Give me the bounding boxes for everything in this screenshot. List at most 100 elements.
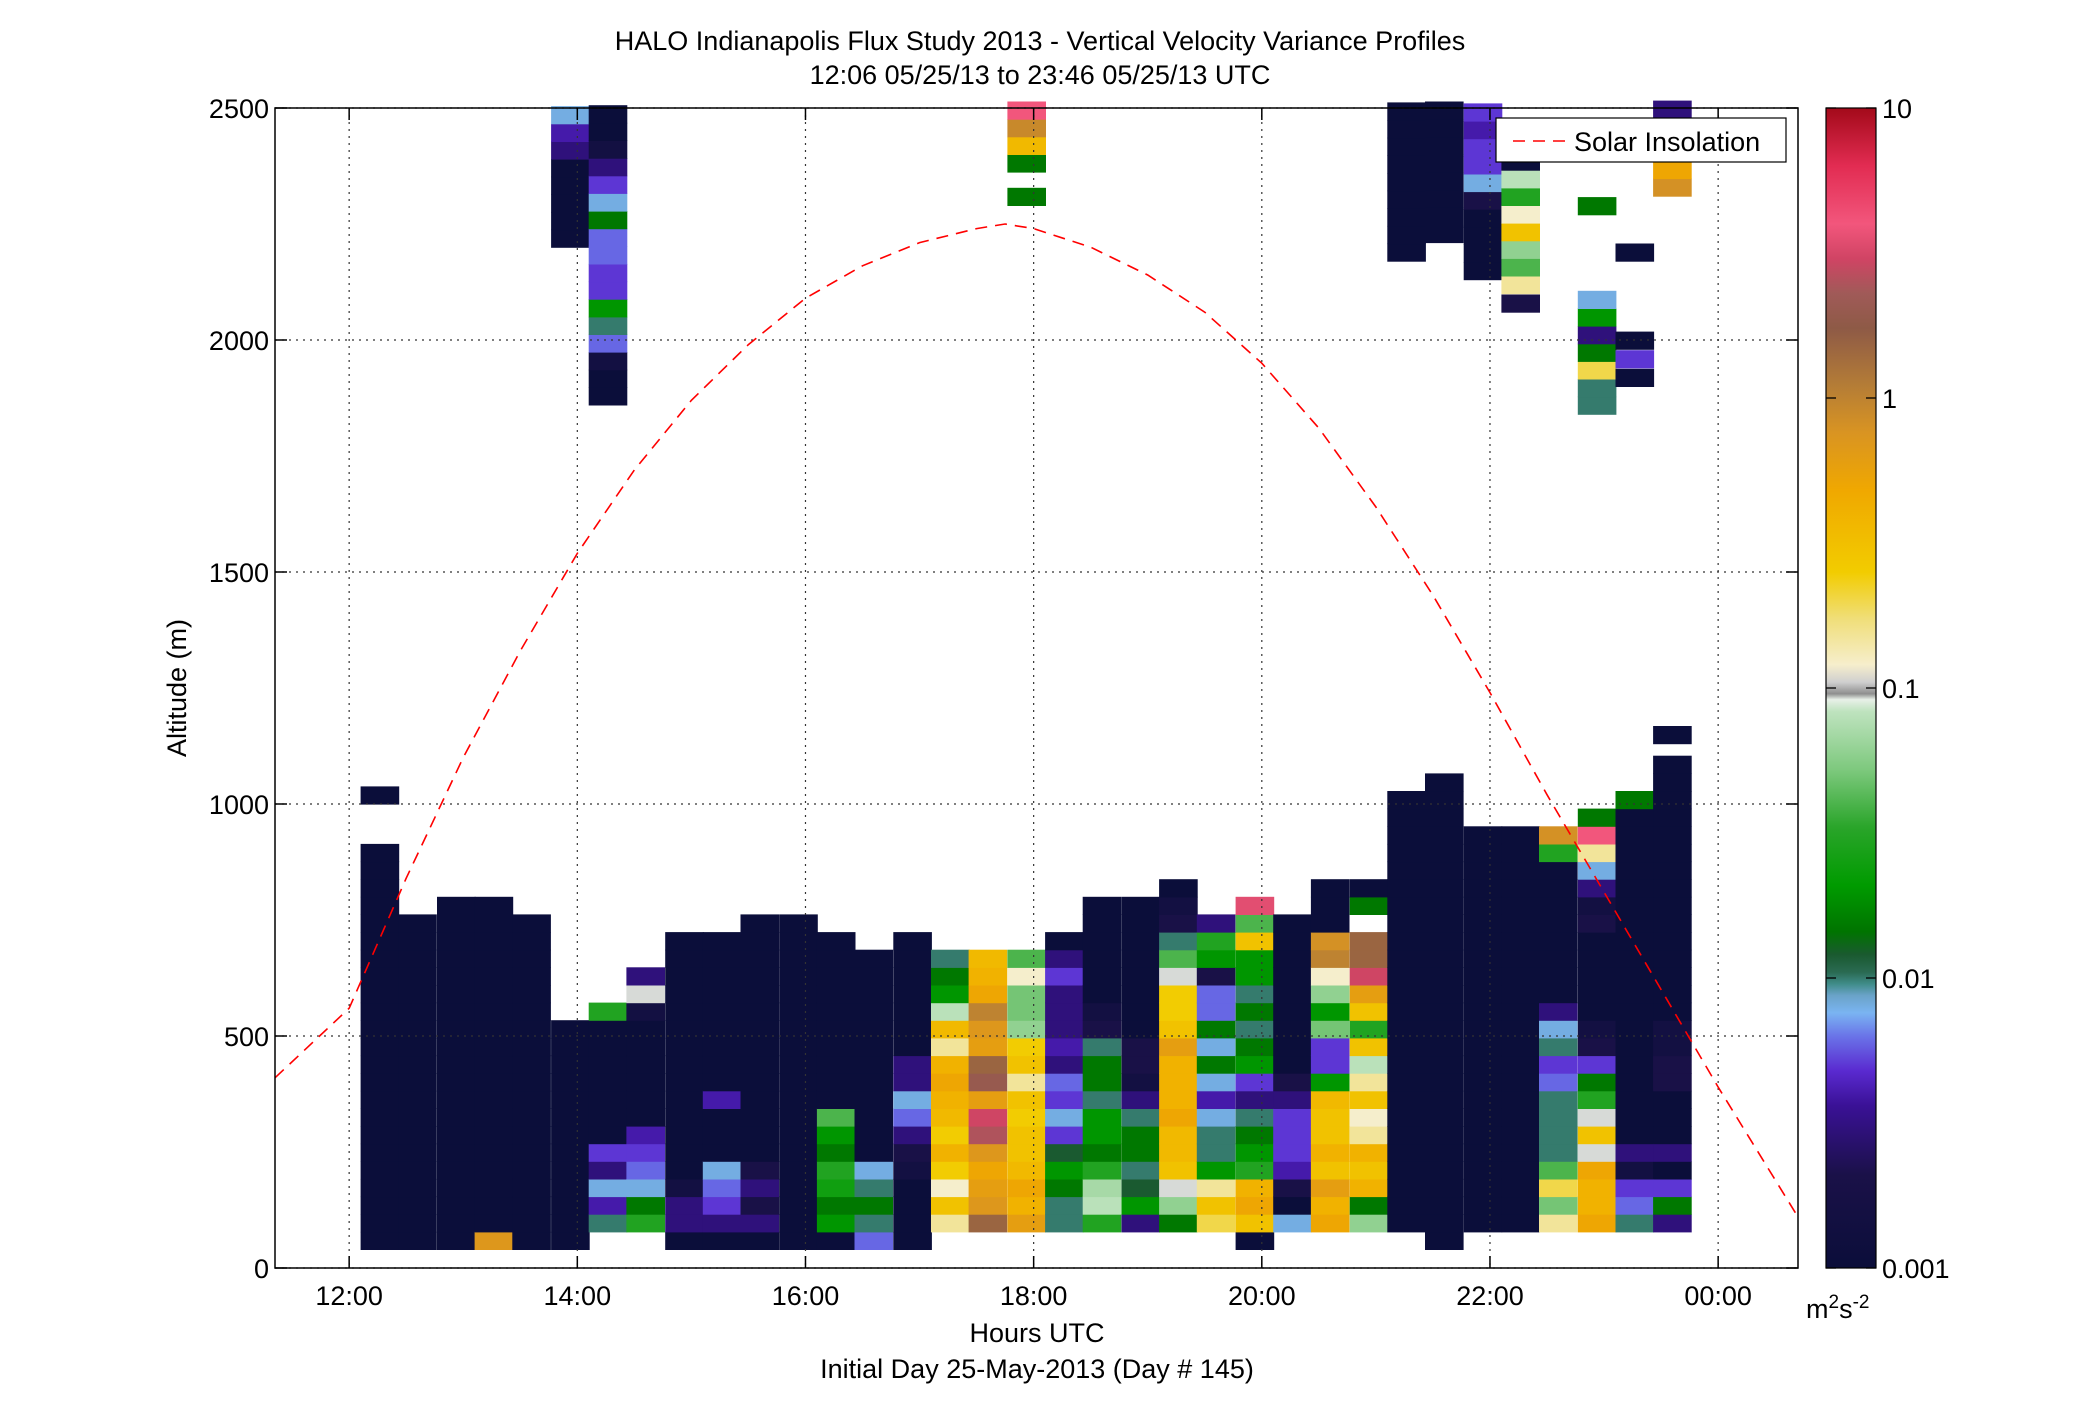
heatmap-cell	[1273, 1037, 1312, 1057]
heatmap-cell	[893, 932, 932, 951]
heatmap-cell	[1387, 120, 1426, 139]
heatmap-cell	[931, 1037, 970, 1057]
heatmap-cell	[1045, 1055, 1084, 1074]
heatmap-cell	[551, 159, 590, 178]
heatmap-cell	[1501, 949, 1540, 968]
heatmap-cell	[1196, 967, 1236, 986]
heatmap-cell	[360, 1090, 400, 1109]
heatmap-cell	[437, 1196, 476, 1215]
heatmap-cell	[1615, 350, 1655, 369]
heatmap-cell	[1577, 843, 1617, 863]
heatmap-cell	[1159, 1002, 1198, 1021]
heatmap-cell	[1577, 826, 1617, 845]
heatmap-cell	[1121, 914, 1161, 933]
heatmap-cell	[1539, 1055, 1578, 1074]
heatmap-cell	[1501, 879, 1540, 898]
heatmap-cell	[1425, 1037, 1464, 1057]
heatmap-cell	[1463, 826, 1503, 845]
heatmap-cell	[437, 1108, 476, 1127]
heatmap-cell	[1577, 1020, 1617, 1039]
heatmap-cell	[1159, 1055, 1198, 1074]
heatmap-cell	[740, 914, 780, 933]
heatmap-cell	[1425, 1231, 1464, 1250]
heatmap-cell	[968, 1214, 1008, 1233]
heatmap-cell	[588, 263, 628, 283]
heatmap-cell	[551, 1073, 590, 1092]
heatmap-cell	[1310, 1178, 1350, 1198]
heatmap-cell	[360, 1161, 400, 1180]
heatmap-cell	[398, 1073, 437, 1092]
heatmap-cell	[854, 1161, 894, 1180]
heatmap-cell	[437, 1002, 476, 1021]
x-axis-ticks: 12:00 14:00 16:00 18:00 20:00 22:00 00:00	[315, 108, 1752, 1311]
heatmap-cell	[779, 1161, 818, 1180]
heatmap-cell	[702, 932, 742, 951]
heatmap-cell	[398, 1002, 437, 1021]
heatmap-cell	[1653, 1108, 1692, 1127]
heatmap-cell	[702, 1090, 742, 1109]
heatmap-cell	[1159, 1178, 1198, 1198]
heatmap-cell	[437, 1020, 476, 1039]
heatmap-cell	[360, 843, 400, 863]
heatmap-cell	[779, 1126, 818, 1145]
heatmap-cell	[740, 1002, 780, 1021]
heatmap-cell	[1196, 1073, 1236, 1092]
heatmap-cell	[931, 967, 970, 986]
heatmap-cell	[1082, 1090, 1122, 1109]
heatmap-cell	[1121, 1108, 1161, 1127]
heatmap-cell	[1463, 244, 1503, 263]
heatmap-cell	[1501, 187, 1540, 206]
heatmap-cell	[1653, 914, 1692, 933]
heatmap-cell	[1082, 949, 1122, 968]
heatmap-cell	[1425, 207, 1464, 226]
heatmap-cell	[1121, 967, 1161, 986]
heatmap-cell	[1501, 1020, 1540, 1039]
heatmap-cell	[551, 106, 590, 125]
heatmap-cell	[1159, 967, 1198, 986]
heatmap-cell	[1539, 861, 1578, 880]
heatmap-cell	[1577, 308, 1617, 327]
heatmap-cell	[816, 1214, 856, 1233]
heatmap-cell	[1007, 1108, 1046, 1127]
heatmap-cell	[1273, 914, 1312, 933]
colorbar-tick-label: 0.1	[1882, 674, 1920, 704]
heatmap-cell	[1159, 1126, 1198, 1145]
heatmap-cell	[968, 949, 1008, 968]
heatmap-cell	[1273, 1126, 1312, 1145]
heatmap-cell	[512, 1214, 551, 1233]
heatmap-cell	[1653, 178, 1692, 197]
heatmap-cell	[968, 1020, 1008, 1039]
heatmap-cell	[968, 985, 1008, 1004]
heatmap-cell	[779, 1143, 818, 1162]
heatmap-cell	[1045, 1143, 1084, 1162]
heatmap-cell	[1653, 1020, 1692, 1039]
heatmap-cell	[1387, 808, 1426, 827]
heatmap-cell	[1615, 368, 1655, 387]
heatmap-cell	[665, 1196, 704, 1215]
heatmap-cell	[1577, 1161, 1617, 1180]
heatmap-cell	[1310, 1108, 1350, 1127]
heatmap-cell	[474, 914, 514, 933]
heatmap-cell	[1235, 914, 1275, 933]
heatmap-cell	[1501, 170, 1540, 189]
heatmap-cell	[1425, 1143, 1464, 1162]
heatmap-cell	[1501, 1108, 1540, 1127]
heatmap-cell	[1273, 1196, 1312, 1215]
heatmap-cell	[1577, 326, 1617, 345]
heatmap-cell	[1615, 932, 1655, 951]
heatmap-cell	[1653, 843, 1692, 863]
heatmap-cell	[1045, 1178, 1084, 1198]
heatmap-cell	[1463, 121, 1503, 140]
heatmap-cell	[1501, 861, 1540, 880]
heatmap-cell	[1273, 1002, 1312, 1021]
heatmap-cell	[1387, 896, 1426, 915]
heatmap-cell	[588, 1055, 628, 1074]
heatmap-cell	[1539, 1020, 1578, 1039]
heatmap-cell	[1577, 1143, 1617, 1162]
heatmap-cell	[665, 1143, 704, 1162]
heatmap-cell	[1501, 1037, 1540, 1057]
heatmap-cell	[665, 1161, 704, 1180]
heatmap-cell	[665, 1126, 704, 1145]
heatmap-cell	[968, 1055, 1008, 1074]
heatmap-cells	[360, 100, 1692, 1250]
